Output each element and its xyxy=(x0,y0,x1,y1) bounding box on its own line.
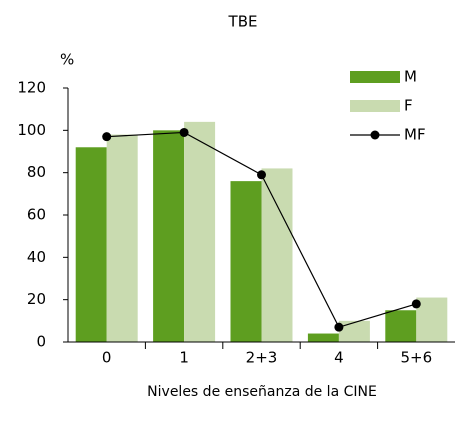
bar xyxy=(416,297,448,342)
legend-swatch xyxy=(370,130,380,140)
chart-title: TBE xyxy=(228,13,258,31)
x-tick-label: 1 xyxy=(179,349,189,367)
bar xyxy=(385,310,417,342)
line-marker xyxy=(102,132,112,142)
line-marker xyxy=(334,322,344,332)
legend-swatch xyxy=(350,100,400,112)
y-tick-label: 0 xyxy=(36,333,46,351)
line-marker xyxy=(411,299,421,309)
y-tick-label: 60 xyxy=(27,206,46,224)
x-tick-label: 0 xyxy=(102,349,112,367)
line-marker xyxy=(179,127,189,137)
bar xyxy=(261,168,293,342)
y-tick-label: 100 xyxy=(17,121,46,139)
y-tick-label: 120 xyxy=(17,79,46,97)
bar xyxy=(106,134,138,342)
x-tick-label: 4 xyxy=(334,349,344,367)
bar xyxy=(338,320,370,342)
bar xyxy=(75,147,107,342)
x-tick-label: 5+6 xyxy=(400,349,432,367)
legend-swatch xyxy=(350,71,400,83)
y-tick-label: 40 xyxy=(27,248,46,266)
bar xyxy=(307,333,339,342)
bar xyxy=(184,121,216,342)
legend-label: F xyxy=(404,97,413,115)
x-axis-label: Niveles de enseñanza de la CINE xyxy=(147,384,377,400)
bar xyxy=(230,181,262,342)
legend-label: M xyxy=(404,68,417,86)
line-marker xyxy=(257,170,266,180)
x-tick-label: 2+3 xyxy=(246,349,278,367)
legend-label: MF xyxy=(404,126,426,144)
y-tick-label: 20 xyxy=(27,290,46,308)
bar xyxy=(153,130,185,342)
y-axis-label: % xyxy=(60,51,74,69)
y-tick-label: 80 xyxy=(27,163,46,181)
